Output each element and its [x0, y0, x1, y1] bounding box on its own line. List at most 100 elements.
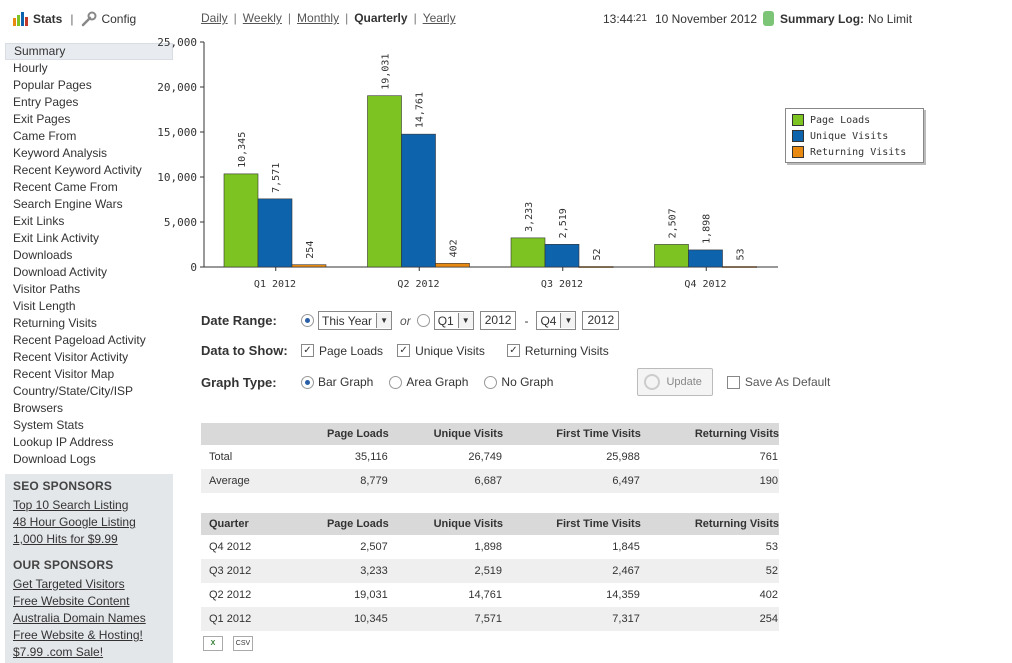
- sidebar-item-came-from[interactable]: Came From: [13, 129, 77, 143]
- tab-daily[interactable]: Daily: [201, 11, 228, 25]
- sidebar-item-popular-pages[interactable]: Popular Pages: [13, 78, 92, 92]
- update-label: Update: [666, 376, 702, 388]
- update-button[interactable]: Update: [637, 368, 713, 396]
- page-loads-option: Page Loads: [319, 343, 384, 358]
- from-quarter-select[interactable]: Q1 ▼: [433, 311, 474, 330]
- x-tick-label: Q4 2012: [684, 279, 726, 290]
- tab-yearly[interactable]: Yearly: [422, 11, 456, 25]
- sponsor-link[interactable]: 1,000 Hits for $9.99: [13, 532, 118, 546]
- sidebar-item-visit-length[interactable]: Visit Length: [13, 299, 76, 313]
- tab-quarterly[interactable]: Quarterly: [354, 11, 408, 25]
- save-default-label: Save As Default: [744, 375, 831, 389]
- no-graph-radio[interactable]: [484, 375, 498, 389]
- table-cell: 402: [759, 589, 778, 601]
- table-cell: 254: [640, 607, 779, 631]
- x-tick-label: Q1 2012: [254, 279, 296, 290]
- wrench-icon: [82, 11, 97, 27]
- config-label: Config: [101, 12, 137, 26]
- sidebar-item-search-engine-wars[interactable]: Search Engine Wars: [13, 197, 123, 211]
- sidebar-item-summary[interactable]: Summary: [5, 43, 173, 60]
- to-year-input[interactable]: 2012: [582, 311, 620, 330]
- range-preset-select[interactable]: This Year ▼: [318, 311, 393, 330]
- sidebar-item-returning-visits[interactable]: Returning Visits: [13, 316, 97, 330]
- sidebar-item-country-state-city-isp[interactable]: Country/State/City/ISP: [13, 384, 134, 398]
- clock-time: 13:44: [603, 11, 634, 26]
- sidebar-item-download-activity[interactable]: Download Activity: [13, 265, 108, 279]
- sponsor-link[interactable]: Top 10 Search Listing: [13, 498, 129, 512]
- unique-visits-checkbox[interactable]: ✓: [397, 344, 411, 357]
- bar-graph-radio[interactable]: [301, 375, 314, 389]
- table-cell: 14,761: [468, 589, 503, 601]
- range-custom-radio[interactable]: [416, 314, 430, 327]
- sidebar-item-system-stats[interactable]: System Stats: [13, 418, 84, 432]
- column-header: Page Loads: [297, 513, 389, 535]
- stats-label: Stats: [33, 12, 63, 26]
- sidebar-item-recent-visitor-map[interactable]: Recent Visitor Map: [13, 367, 115, 381]
- bar: [401, 133, 436, 268]
- data-label: 1,898: [702, 214, 713, 244]
- bar: [257, 198, 293, 268]
- sidebar-item-keyword-analysis[interactable]: Keyword Analysis: [13, 146, 108, 160]
- clock-date: 10 November 2012: [654, 11, 758, 26]
- excel-export-icon[interactable]: X: [203, 636, 223, 651]
- clock-status: 13:44:21 10 November 2012 Summary Log: N…: [603, 11, 912, 26]
- sponsor-link[interactable]: Free Website & Hosting!: [13, 628, 143, 642]
- bar: [688, 249, 723, 268]
- legend-swatch: [792, 146, 804, 158]
- row-label: Average: [201, 469, 298, 493]
- from-quarter-value: Q1: [437, 313, 454, 328]
- sidebar-item-browsers[interactable]: Browsers: [13, 401, 64, 415]
- bar: [654, 244, 689, 268]
- column-header: Returning Visits: [640, 423, 779, 445]
- y-tick-label: 15,000: [157, 126, 197, 139]
- seo-sponsors-title: SEO SPONSORS: [13, 479, 113, 493]
- graph-type-label: Graph Type:: [201, 374, 277, 390]
- to-quarter-select[interactable]: Q4 ▼: [536, 311, 577, 330]
- returning-visits-checkbox[interactable]: ✓: [506, 344, 520, 357]
- stats-link[interactable]: Stats: [13, 12, 62, 26]
- tab-weekly[interactable]: Weekly: [242, 11, 282, 25]
- sidebar-item-download-logs[interactable]: Download Logs: [13, 452, 96, 466]
- sidebar-item-recent-pageload-activity[interactable]: Recent Pageload Activity: [13, 333, 146, 347]
- sponsor-link[interactable]: Get Targeted Visitors: [13, 577, 125, 591]
- column-header: Quarter: [201, 513, 298, 535]
- sponsor-link[interactable]: $7.99 .com Sale!: [13, 645, 104, 659]
- page-loads-checkbox[interactable]: ✓: [301, 344, 314, 357]
- row-label: Q3 2012: [201, 559, 298, 583]
- bar: [510, 237, 546, 268]
- area-graph-radio[interactable]: [389, 375, 403, 389]
- sidebar-item-exit-pages[interactable]: Exit Pages: [13, 112, 71, 126]
- sidebar-item-recent-keyword-activity[interactable]: Recent Keyword Activity: [13, 163, 142, 177]
- sidebar-item-exit-link-activity[interactable]: Exit Link Activity: [13, 231, 100, 245]
- sidebar-item-lookup-ip-address[interactable]: Lookup IP Address: [13, 435, 114, 449]
- table-cell: 25,988: [606, 451, 640, 463]
- sidebar-item-hourly[interactable]: Hourly: [13, 61, 48, 75]
- bar: [435, 263, 470, 268]
- save-default-checkbox[interactable]: [726, 375, 740, 389]
- sidebar-item-entry-pages[interactable]: Entry Pages: [13, 95, 79, 109]
- sidebar-item-exit-links[interactable]: Exit Links: [13, 214, 65, 228]
- area-graph-option: Area Graph: [406, 375, 469, 389]
- csv-export-icon[interactable]: CSV: [233, 636, 253, 651]
- range-preset-radio[interactable]: [301, 314, 314, 327]
- tab-monthly[interactable]: Monthly: [297, 11, 340, 25]
- table-header-row: Page Loads Unique Visits First Time Visi…: [201, 423, 779, 445]
- table-cell: 761: [759, 451, 778, 463]
- legend-label: Returning Visits: [810, 146, 907, 158]
- from-year-input[interactable]: 2012: [479, 311, 517, 330]
- table-row: Total 35,116 26,749 25,988 761: [201, 445, 779, 469]
- row-label: Q2 2012: [209, 589, 252, 601]
- legend-item-page-loads: Page Loads: [792, 112, 923, 128]
- sidebar-item-downloads[interactable]: Downloads: [13, 248, 73, 262]
- sponsor-link[interactable]: 48 Hour Google Listing: [13, 515, 136, 529]
- sidebar-item-visitor-paths[interactable]: Visitor Paths: [13, 282, 81, 296]
- quarterly-bar-chart: 0 5,000 10,000 15,000 20,000 25,000 Q1 2012 10,…: [157, 38, 778, 290]
- sponsor-link[interactable]: Free Website Content: [13, 594, 130, 608]
- sidebar-item-recent-came-from[interactable]: Recent Came From: [13, 180, 118, 194]
- sponsor-link[interactable]: Australia Domain Names: [13, 611, 146, 625]
- config-link[interactable]: Config: [81, 11, 136, 27]
- chevron-down-icon: ▼: [457, 313, 473, 328]
- legend-label: Unique Visits: [810, 130, 889, 142]
- table-row: Q2 2012 19,031 14,761 14,359 402: [201, 583, 779, 607]
- sidebar-item-recent-visitor-activity[interactable]: Recent Visitor Activity: [13, 350, 129, 364]
